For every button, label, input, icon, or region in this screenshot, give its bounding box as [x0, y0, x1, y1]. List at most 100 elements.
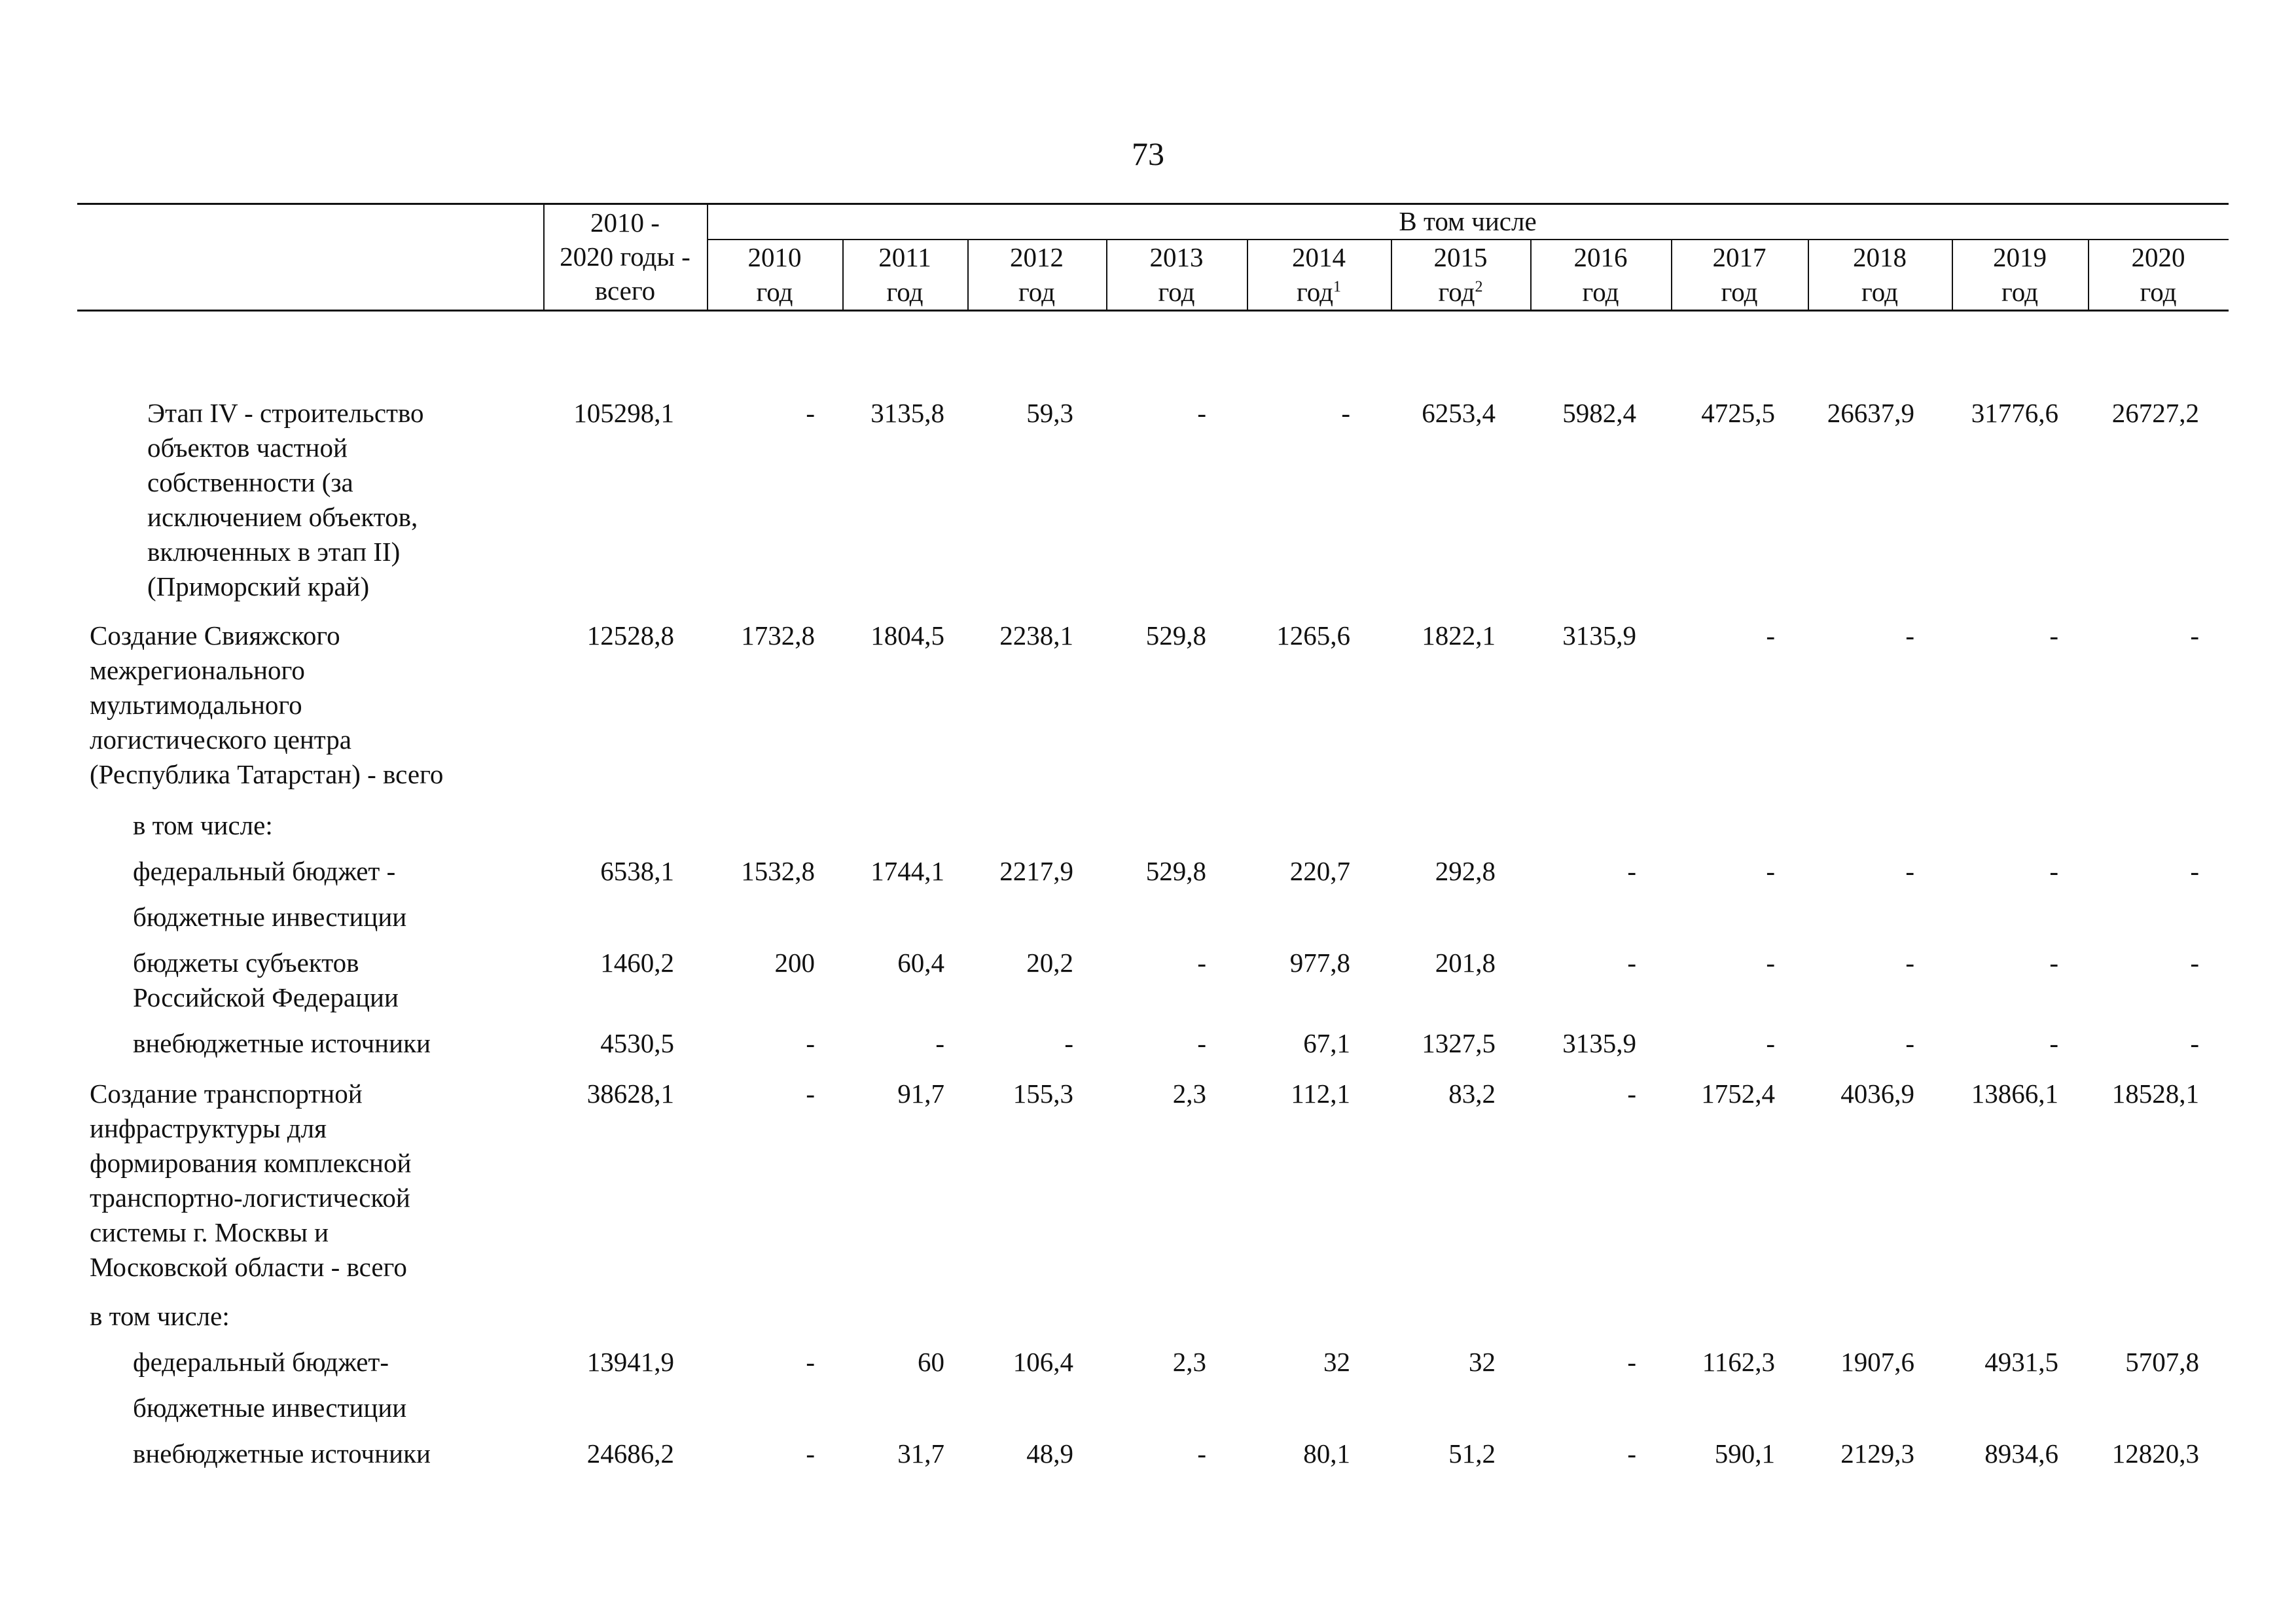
year-value: 1744,1	[870, 856, 944, 886]
total-value: 1460,2	[600, 948, 674, 978]
header-total-line: 2010 -	[590, 207, 660, 238]
year-value: 529,8	[1145, 856, 1206, 886]
year-value: -	[1905, 856, 1914, 886]
header-year: 2013	[1149, 242, 1204, 272]
year-value: -	[1627, 856, 1636, 886]
year-value: -	[2190, 948, 2199, 978]
year-value: 2238,1	[999, 620, 1073, 651]
year-value: 12820,3	[2111, 1438, 2199, 1469]
footnote-marker: 1	[1333, 278, 1341, 296]
year-value: 1327,5	[1422, 1028, 1496, 1058]
header-divider	[543, 203, 545, 310]
year-value: 67,1	[1303, 1028, 1350, 1058]
year-value: 4725,5	[1701, 398, 1775, 428]
year-value: 4036,9	[1840, 1079, 1914, 1109]
header-group-rule	[707, 239, 2229, 240]
header-top-rule	[77, 203, 2229, 205]
year-value: 5707,8	[2125, 1347, 2199, 1377]
year-value: 6253,4	[1422, 398, 1496, 428]
row-label: Создание Свияжского	[90, 620, 340, 651]
year-value: 1532,8	[741, 856, 815, 886]
header-year: 2014	[1292, 242, 1346, 272]
year-value: 31776,6	[1971, 398, 2058, 428]
header-divider	[2088, 239, 2089, 310]
year-value: 5982,4	[1562, 398, 1636, 428]
year-value: -	[2049, 856, 2058, 886]
year-value: 60	[918, 1347, 944, 1377]
year-value: 2,3	[1172, 1347, 1206, 1377]
header-year-unit: год	[1721, 277, 1758, 307]
year-value: 80,1	[1303, 1438, 1350, 1469]
year-value: 13866,1	[1971, 1079, 2058, 1109]
year-value: 18528,1	[2111, 1079, 2199, 1109]
header-group-label: В том числе	[1399, 206, 1537, 236]
page-number: 73	[1132, 135, 1164, 172]
year-value: 2129,3	[1840, 1438, 1914, 1469]
row-label: Российской Федерации	[133, 982, 399, 1012]
total-value: 24686,2	[586, 1438, 674, 1469]
header-year: 2016	[1573, 242, 1628, 272]
header-divider	[1530, 239, 1532, 310]
total-value: 38628,1	[586, 1079, 674, 1109]
year-value: -	[2190, 620, 2199, 651]
header-year: 2012	[1010, 242, 1064, 272]
header-divider	[1391, 239, 1392, 310]
year-value: 3135,9	[1562, 1028, 1636, 1058]
year-value: 83,2	[1448, 1079, 1496, 1109]
year-value: 106,4	[1013, 1347, 1073, 1377]
year-value: 59,3	[1026, 398, 1073, 428]
year-value: -	[806, 398, 815, 428]
year-value: -	[1197, 398, 1206, 428]
row-label: Создание транспортной	[90, 1079, 363, 1109]
year-value: -	[1197, 1028, 1206, 1058]
header-year-unit: год1	[1297, 277, 1341, 307]
year-value: -	[806, 1347, 815, 1377]
header-year: 2011	[878, 242, 931, 272]
header-year-unit: год2	[1438, 277, 1483, 307]
year-value: 8934,6	[1984, 1438, 2058, 1469]
row-label: мультимодального	[90, 690, 302, 720]
header-total-line: всего	[594, 276, 656, 306]
header-year: 2010	[747, 242, 802, 272]
year-value: 3135,8	[870, 398, 944, 428]
year-value: 292,8	[1435, 856, 1496, 886]
row-label: (Республика Татарстан) - всего	[90, 759, 444, 789]
year-value: 220,7	[1289, 856, 1350, 886]
header-bottom-rule	[77, 310, 2229, 312]
header-year: 2019	[1993, 242, 2047, 272]
year-value: -	[2049, 948, 2058, 978]
total-value: 105298,1	[573, 398, 674, 428]
year-value: 32	[1323, 1347, 1350, 1377]
year-value: 60,4	[897, 948, 944, 978]
year-value: 1822,1	[1422, 620, 1496, 651]
year-value: 1804,5	[870, 620, 944, 651]
row-label: бюджетные инвестиции	[133, 902, 407, 932]
year-value: -	[1905, 1028, 1914, 1058]
row-label: системы г. Москвы и	[90, 1217, 329, 1247]
row-label: федеральный бюджет -	[133, 856, 396, 886]
year-value: -	[1627, 948, 1636, 978]
year-value: 26637,9	[1827, 398, 1914, 428]
row-label: бюджеты субъектов	[133, 948, 359, 978]
year-value: -	[2190, 856, 2199, 886]
year-value: 1907,6	[1840, 1347, 1914, 1377]
year-value: -	[1766, 948, 1775, 978]
row-label: логистического центра	[90, 724, 351, 755]
header-year-unit: год	[1861, 277, 1898, 307]
subheading-label: в том числе:	[90, 1301, 230, 1331]
row-label: Этап IV - строительство	[147, 398, 424, 428]
row-label: исключением объектов,	[147, 502, 418, 532]
header-divider	[1106, 239, 1107, 310]
year-value: -	[1766, 620, 1775, 651]
year-value: -	[1197, 948, 1206, 978]
year-value: -	[1766, 1028, 1775, 1058]
row-label: объектов частной	[147, 433, 348, 463]
header-year: 2020	[2131, 242, 2185, 272]
header-divider	[842, 239, 844, 310]
year-value: -	[1627, 1079, 1636, 1109]
footnote-marker: 2	[1475, 278, 1483, 296]
subheading-label: в том числе:	[133, 810, 273, 840]
row-label: Московской области - всего	[90, 1252, 407, 1282]
year-value: 4931,5	[1984, 1347, 2058, 1377]
header-year-unit: год	[1582, 277, 1619, 307]
